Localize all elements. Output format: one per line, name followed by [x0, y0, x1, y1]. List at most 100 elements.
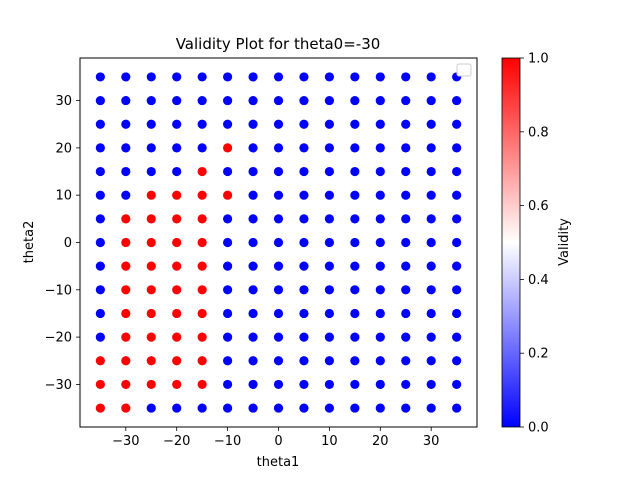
- data-point: [248, 285, 258, 295]
- data-point: [273, 403, 284, 413]
- data-point: [350, 308, 360, 319]
- data-point: [95, 190, 105, 200]
- data-point: [248, 214, 258, 224]
- data-point: [223, 379, 233, 390]
- data-point: [248, 237, 258, 248]
- data-point: [95, 237, 105, 248]
- data-point: [426, 332, 436, 342]
- data-point: [452, 285, 462, 295]
- data-point: [121, 261, 131, 271]
- data-point: [299, 261, 309, 271]
- data-point: [273, 190, 284, 200]
- data-point: [95, 356, 105, 366]
- data-point: [426, 308, 436, 319]
- data-point: [324, 237, 334, 248]
- data-point: [375, 119, 385, 129]
- data-point: [375, 261, 385, 271]
- data-point: [401, 237, 411, 248]
- data-point: [324, 332, 334, 342]
- data-point: [248, 403, 258, 413]
- data-point: [299, 72, 309, 82]
- data-point: [426, 95, 436, 106]
- data-point: [375, 72, 385, 82]
- x-tick-label: 10: [321, 434, 338, 449]
- data-point: [350, 285, 360, 295]
- data-point: [273, 379, 284, 390]
- data-point: [172, 143, 182, 153]
- data-point: [95, 166, 105, 177]
- data-point: [426, 261, 436, 271]
- data-point: [146, 261, 156, 271]
- data-point: [146, 237, 156, 248]
- data-point: [121, 143, 131, 153]
- legend-box: [456, 63, 472, 77]
- data-point: [95, 379, 105, 390]
- data-point: [324, 356, 334, 366]
- data-point: [146, 403, 156, 413]
- data-point: [248, 143, 258, 153]
- x-axis: −30 −20 −10 0 10 20 30: [112, 427, 439, 449]
- data-point: [375, 285, 385, 295]
- data-point: [350, 237, 360, 248]
- data-point: [248, 119, 258, 129]
- data-point: [375, 143, 385, 153]
- data-point: [172, 308, 182, 319]
- data-point: [197, 166, 207, 177]
- data-point: [95, 285, 105, 295]
- data-point: [452, 119, 462, 129]
- data-point: [121, 403, 131, 413]
- colorbar-tick-label: 0.4: [528, 273, 549, 288]
- data-point: [248, 95, 258, 106]
- data-point: [197, 119, 207, 129]
- data-point: [197, 403, 207, 413]
- data-point: [95, 95, 105, 106]
- data-point: [223, 308, 233, 319]
- data-point: [223, 403, 233, 413]
- data-point: [146, 143, 156, 153]
- colorbar-axis: 0.0 0.2 0.4 0.6 0.8 1.0: [520, 52, 549, 436]
- data-point: [223, 119, 233, 129]
- data-point: [426, 214, 436, 224]
- data-point: [375, 332, 385, 342]
- data-point: [350, 95, 360, 106]
- data-point: [197, 72, 207, 82]
- data-point: [248, 72, 258, 82]
- data-point: [299, 308, 309, 319]
- data-point: [223, 190, 233, 200]
- x-axis-label: theta1: [257, 455, 300, 470]
- data-point: [401, 166, 411, 177]
- data-point: [299, 214, 309, 224]
- data-point: [273, 72, 284, 82]
- data-point: [223, 261, 233, 271]
- y-tick-label: −10: [45, 283, 72, 298]
- data-point: [146, 119, 156, 129]
- colorbar-tick-label: 0.8: [528, 125, 549, 140]
- data-point: [401, 285, 411, 295]
- data-point: [273, 214, 284, 224]
- data-point: [95, 72, 105, 82]
- data-point: [324, 166, 334, 177]
- data-point: [426, 143, 436, 153]
- data-point: [324, 214, 334, 224]
- data-point: [121, 237, 131, 248]
- data-point: [299, 237, 309, 248]
- x-tick-label: 20: [372, 434, 389, 449]
- data-point: [172, 72, 182, 82]
- data-point: [452, 403, 462, 413]
- data-point: [223, 166, 233, 177]
- data-point: [172, 356, 182, 366]
- data-point: [375, 403, 385, 413]
- data-point: [401, 119, 411, 129]
- y-axis: −30 −20 −10 0 10 20 30: [45, 94, 80, 393]
- data-point: [172, 237, 182, 248]
- data-point: [324, 308, 334, 319]
- data-point: [248, 166, 258, 177]
- data-point: [172, 332, 182, 342]
- data-point: [350, 379, 360, 390]
- data-point: [324, 285, 334, 295]
- data-point: [350, 403, 360, 413]
- data-point: [299, 356, 309, 366]
- data-point: [452, 356, 462, 366]
- x-tick-label: 0: [274, 434, 282, 449]
